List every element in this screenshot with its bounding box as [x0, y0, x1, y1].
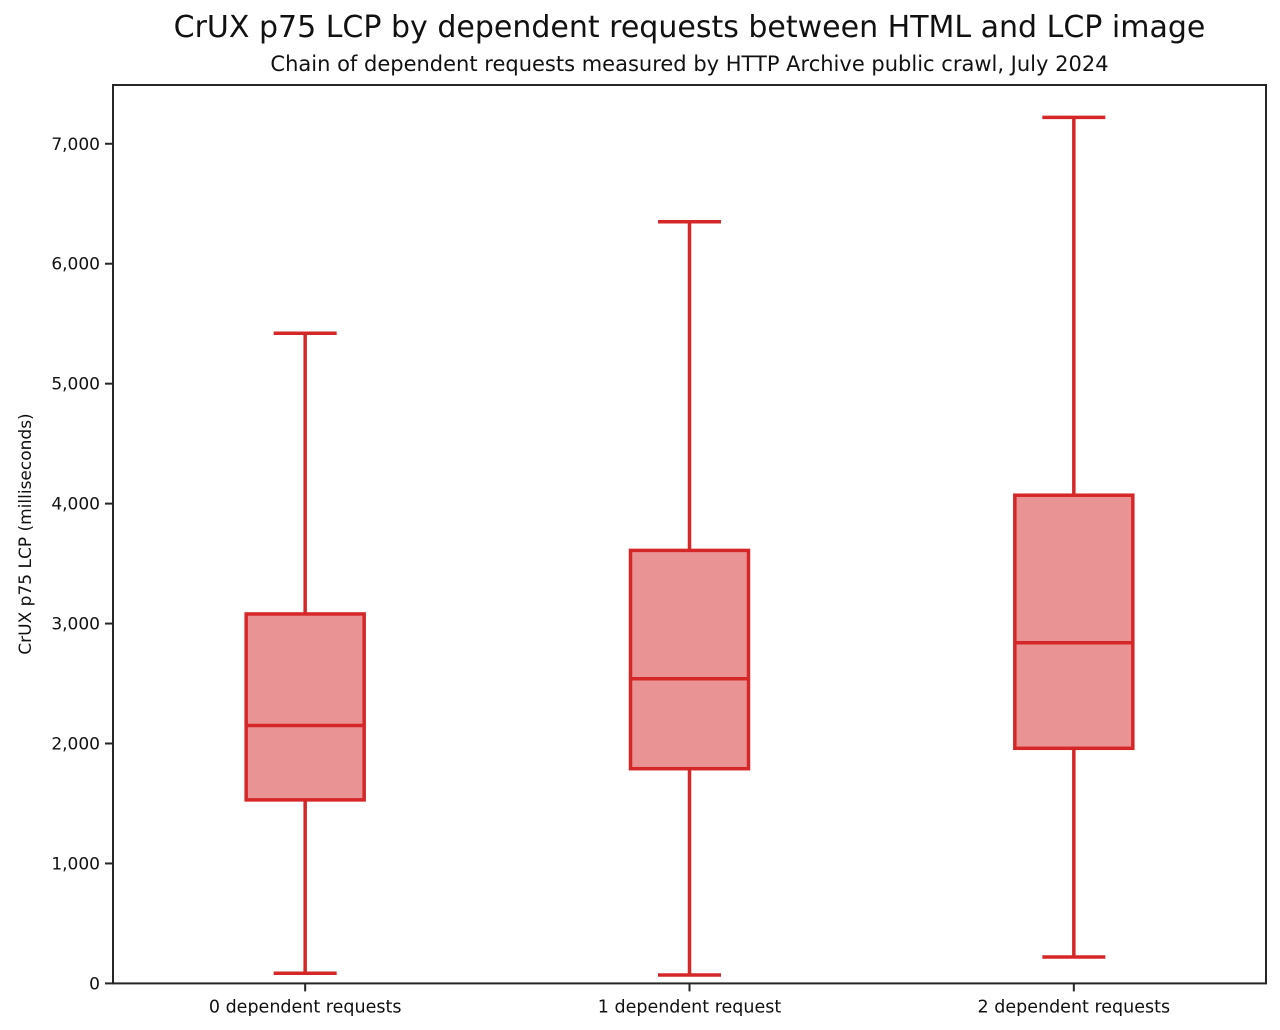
iqr-box — [1013, 493, 1135, 751]
y-tick-label: 4,000 — [51, 495, 100, 515]
chart-subtitle: Chain of dependent requests measured by … — [270, 52, 1109, 76]
y-tick-label: 5,000 — [51, 375, 100, 395]
iqr-box — [628, 548, 751, 771]
x-tick-label: 2 dependent requests — [978, 997, 1171, 1017]
y-tick-label: 7,000 — [51, 135, 100, 155]
iqr-box — [244, 612, 366, 802]
box-group-0 — [244, 331, 366, 975]
y-tick-label: 3,000 — [51, 615, 100, 635]
x-tick-label: 1 dependent request — [598, 997, 782, 1017]
chart-title: CrUX p75 LCP by dependent requests betwe… — [173, 10, 1206, 45]
y-tick-label: 0 — [89, 974, 100, 994]
y-tick-label: 6,000 — [51, 255, 100, 275]
box-group-1 — [628, 219, 751, 977]
y-tick-label: 1,000 — [51, 854, 100, 874]
x-tick-label: 0 dependent requests — [209, 997, 402, 1017]
y-tick-label: 2,000 — [51, 735, 100, 755]
y-axis-label: CrUX p75 LCP (milliseconds) — [16, 413, 36, 655]
box-group-2 — [1013, 115, 1135, 959]
